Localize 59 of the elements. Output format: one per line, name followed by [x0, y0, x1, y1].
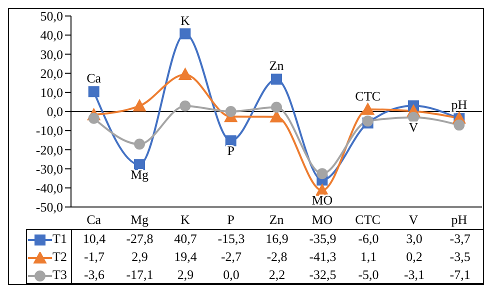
data-label: -6,0 — [346, 230, 392, 248]
data-label: 0,0 — [208, 266, 254, 284]
data-label: -3,7 — [437, 230, 483, 248]
data-label: -41,3 — [308, 248, 338, 266]
x-tick-label: pH — [451, 212, 468, 228]
y-tick-label: -20,0 — [36, 142, 63, 158]
annotation: MO — [312, 192, 333, 208]
y-tick-label: -50,0 — [36, 200, 63, 215]
legend-label: T3 — [52, 266, 67, 282]
data-label: -35,9 — [300, 230, 346, 248]
legend-label: T2 — [52, 249, 67, 264]
data-label: -3,5 — [448, 248, 472, 266]
data-label: 2,9 — [162, 266, 208, 284]
x-tick-label: P — [227, 212, 234, 228]
data-label: -2,7 — [220, 248, 243, 266]
data-label: -15,3 — [208, 230, 254, 248]
x-tick-label: Mg — [130, 212, 150, 228]
y-tick-label: 10,0 — [40, 85, 63, 100]
data-label: -5,0 — [346, 266, 392, 284]
data-label: -2,8 — [266, 248, 288, 266]
data-label: 3,0 — [391, 230, 438, 248]
annotation: K — [180, 12, 190, 28]
data-label: 19,4 — [173, 248, 198, 266]
data-label: -32,5 — [300, 266, 346, 284]
data-label: -17,1 — [116, 266, 163, 284]
legend-label: T1 — [52, 231, 67, 246]
data-label: 10,4 — [71, 230, 117, 248]
x-tick-label: Ca — [86, 212, 102, 228]
y-tick-label: 40,0 — [40, 28, 63, 43]
data-label: -3,1 — [391, 266, 438, 284]
x-tick-label: K — [180, 212, 190, 228]
annotation: CTC — [355, 88, 380, 104]
annotation: Zn — [269, 58, 284, 74]
data-label: 40,7 — [162, 230, 208, 248]
data-label: 1,1 — [359, 248, 378, 266]
x-tick-label: V — [408, 212, 419, 228]
data-label: -7,1 — [437, 266, 483, 284]
annotation: P — [227, 142, 234, 158]
x-tick-label: Zn — [269, 212, 284, 228]
data-label: 2,2 — [254, 266, 300, 284]
data-label: -27,8 — [116, 230, 163, 248]
x-tick-label: MO — [312, 212, 333, 228]
y-tick-label: 30,0 — [40, 46, 63, 62]
data-label: 0,2 — [405, 248, 424, 266]
y-tick-label: -10,0 — [36, 123, 63, 138]
y-tick-label: 50,0 — [40, 8, 63, 24]
annotation: Ca — [86, 70, 102, 86]
y-tick-label: -30,0 — [36, 161, 63, 176]
x-tick-label: CTC — [355, 212, 380, 228]
annotation: Mg — [130, 166, 150, 182]
y-tick-label: 0,0 — [46, 104, 63, 120]
y-tick-label: -40,0 — [36, 180, 63, 196]
data-label: 2,9 — [130, 248, 149, 266]
annotation: pH — [451, 97, 468, 112]
data-label: -3,6 — [71, 266, 117, 284]
data-label: -1,7 — [71, 248, 117, 266]
y-tick-label: 20,0 — [40, 66, 63, 81]
annotation: V — [408, 120, 419, 135]
data-label: 16,9 — [254, 230, 300, 248]
